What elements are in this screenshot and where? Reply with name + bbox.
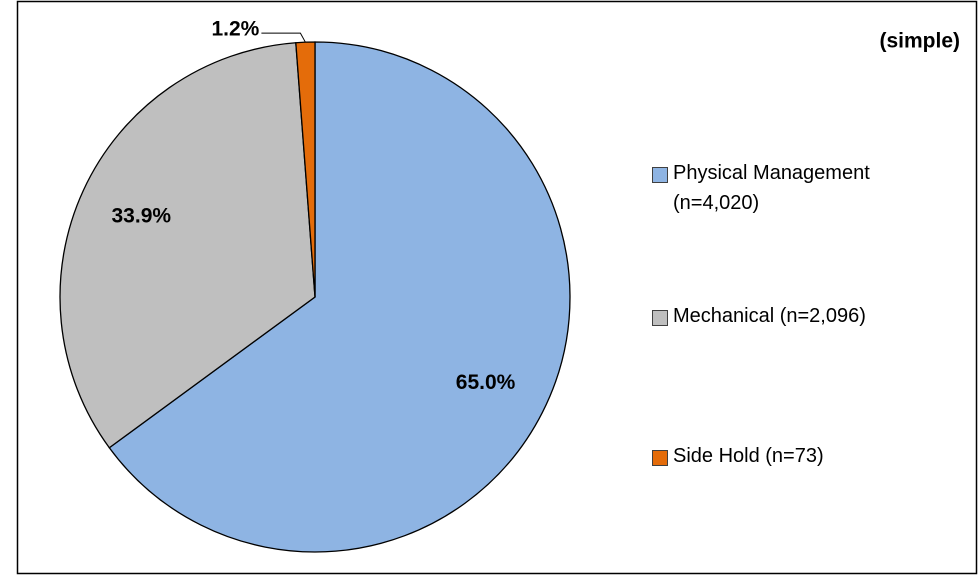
pie-slice [295,41,316,298]
legend-swatch [652,167,668,183]
legend-swatch [652,310,668,326]
data-label: 65.0% [456,371,516,394]
data-label: 33.9% [112,205,172,228]
legend-item: Mechanical (n=2,096) [652,305,935,331]
pie-slice [59,42,316,449]
chart-border [16,0,978,575]
legend-item: Side Hold (n=73) [652,445,935,471]
legend-item: Physical Management (n=4,020) [652,162,935,218]
data-label: 1.2% [211,18,259,41]
legend-label: Side Hold (n=73) [673,445,824,467]
pie-slice [108,41,571,553]
leader-line [261,32,306,43]
legend-label: Mechanical (n=2,096) [673,305,866,327]
legend-swatch [652,450,668,466]
annotation: (simple) [879,30,960,53]
legend-label: Physical Management (n=4,020) [673,162,870,214]
